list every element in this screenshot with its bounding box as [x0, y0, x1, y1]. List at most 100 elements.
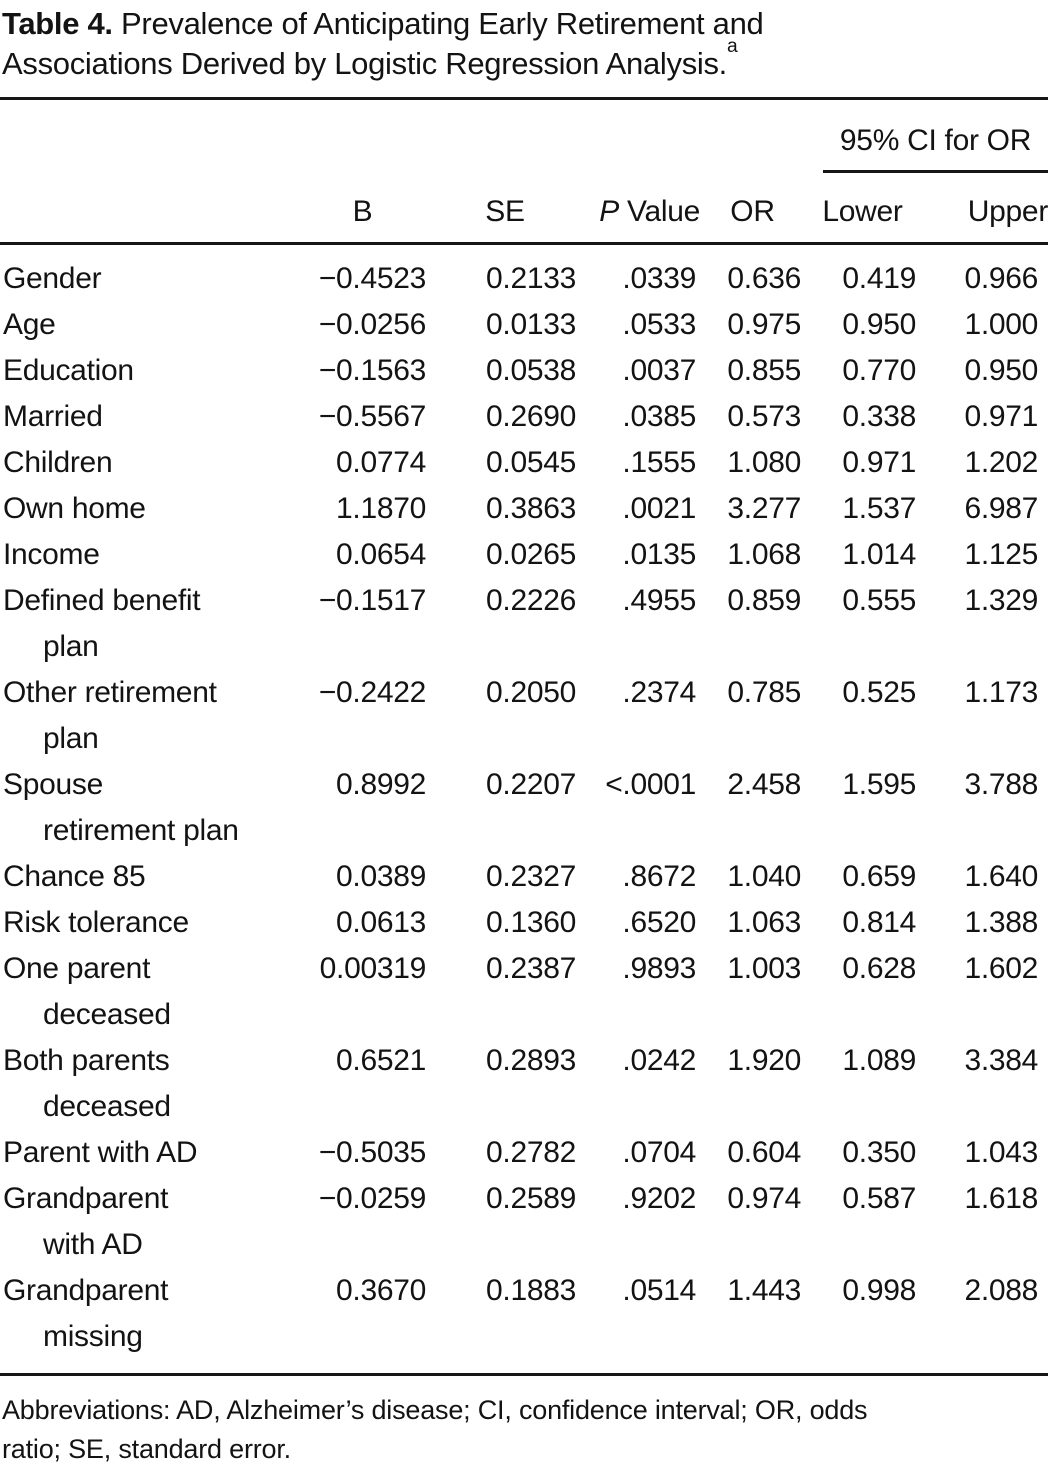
- footnotes: Abbreviations: AD, Alzheimer’s disease; …: [2, 1391, 1048, 1467]
- p-value-header-italic-p: P: [599, 195, 619, 228]
- table-row: Parent with AD −0.5035 0.2782 .0704 0.60…: [0, 1130, 1048, 1176]
- cell-ci-upper: 6.987: [964, 492, 1039, 525]
- cell-b: −0.0256: [318, 308, 426, 341]
- row-label: Grandparent with AD: [3, 1182, 169, 1261]
- cell-ci-upper: 0.971: [964, 400, 1039, 433]
- table-row: Age −0.0256 0.0133 .0533 0.975 0.950 1.0…: [0, 302, 1048, 348]
- table-row: Children 0.0774 0.0545 .1555 1.080 0.971…: [0, 440, 1048, 486]
- cell-ci-lower: 0.419: [842, 262, 916, 295]
- cell-se: 0.0133: [486, 308, 576, 341]
- table-row: Grandparent with AD −0.0259 0.2589 .9202…: [0, 1176, 1048, 1268]
- cell-ci-upper: 1.618: [964, 1182, 1039, 1215]
- cell-or: 1.080: [727, 446, 801, 479]
- cell-p-value: .9893: [622, 952, 696, 985]
- cell-ci-lower: 0.770: [842, 354, 916, 387]
- row-label: One parent deceased: [3, 952, 171, 1031]
- cell-ci-upper: 1.173: [964, 676, 1039, 709]
- cell-p-value: .0533: [622, 308, 696, 341]
- row-label: Both parents deceased: [3, 1044, 171, 1123]
- cell-ci-lower: 0.998: [842, 1274, 916, 1307]
- row-label: Gender: [3, 262, 102, 295]
- cell-se: 0.3863: [486, 492, 576, 525]
- cell-ci-upper: 2.088: [964, 1274, 1039, 1307]
- table-body: Gender −0.4523 0.2133 .0339 0.636 0.419 …: [0, 244, 1048, 1375]
- column-header-p-value: P Value: [580, 173, 700, 245]
- column-header-se: SE: [430, 173, 580, 245]
- ci-group-header-cell: 95% CI for OR: [805, 99, 1048, 173]
- cell-p-value: .8672: [622, 860, 696, 893]
- cell-ci-upper: 1.043: [964, 1136, 1039, 1169]
- cell-p-value: .0021: [622, 492, 696, 525]
- chi-exponent: 2: [138, 1464, 147, 1467]
- column-header-row: B SE P Value OR Lower Upper: [0, 173, 1048, 245]
- cell-ci-upper: 1.202: [964, 446, 1039, 479]
- cell-b: 0.3670: [336, 1274, 426, 1307]
- title-footnote-marker: a: [727, 36, 738, 58]
- cell-ci-upper: 0.950: [964, 354, 1039, 387]
- table-row: Risk tolerance 0.0613 0.1360 .6520 1.063…: [0, 900, 1048, 946]
- row-label: Age: [3, 308, 56, 341]
- cell-or: 0.785: [727, 676, 801, 709]
- cell-p-value: .0385: [622, 400, 696, 433]
- cell-p-value: .0339: [622, 262, 696, 295]
- cell-ci-upper: 1.329: [964, 584, 1039, 617]
- table-row: Income 0.0654 0.0265 .0135 1.068 1.014 1…: [0, 532, 1048, 578]
- table-row: Education −0.1563 0.0538 .0037 0.855 0.7…: [0, 348, 1048, 394]
- cell-p-value: .0037: [622, 354, 696, 387]
- cell-se: 0.2226: [486, 584, 576, 617]
- cell-b: −0.5567: [318, 400, 426, 433]
- cell-b: 1.1870: [336, 492, 426, 525]
- table-row: Defined benefit plan −0.1517 0.2226 .495…: [0, 578, 1048, 670]
- row-label: Defined benefit plan: [3, 584, 201, 663]
- cell-b: −0.5035: [318, 1136, 426, 1169]
- table-row: Both parents deceased 0.6521 0.2893 .024…: [0, 1038, 1048, 1130]
- cell-b: 0.0389: [336, 860, 426, 893]
- cell-p-value: .2374: [622, 676, 696, 709]
- cell-ci-lower: 0.587: [842, 1182, 916, 1215]
- cell-se: 0.0538: [486, 354, 576, 387]
- cell-ci-lower: 0.628: [842, 952, 916, 985]
- cell-p-value: .0242: [622, 1044, 696, 1077]
- cell-p-value: .4955: [622, 584, 696, 617]
- table-row: Spouse retirement plan 0.8992 0.2207 <.0…: [0, 762, 1048, 854]
- column-header-b: B: [295, 173, 430, 245]
- cell-b: 0.6521: [336, 1044, 426, 1077]
- cell-b: 0.00319: [319, 952, 427, 985]
- column-header-or: OR: [700, 173, 805, 245]
- cell-p-value: .9202: [622, 1182, 696, 1215]
- cell-or: 1.920: [727, 1044, 801, 1077]
- cell-ci-lower: 0.659: [842, 860, 916, 893]
- cell-b: −0.0259: [318, 1182, 426, 1215]
- row-label: Education: [3, 354, 134, 387]
- cell-se: 0.2387: [486, 952, 576, 985]
- cell-or: 0.974: [727, 1182, 801, 1215]
- cell-ci-upper: 3.788: [964, 768, 1039, 801]
- footnote-abbreviations: Abbreviations: AD, Alzheimer’s disease; …: [2, 1395, 868, 1464]
- cell-ci-lower: 0.555: [842, 584, 916, 617]
- cell-b: −0.2422: [318, 676, 426, 709]
- row-label: Other retirement plan: [3, 676, 217, 755]
- row-label: Spouse retirement plan: [3, 768, 239, 847]
- table-row: Chance 85 0.0389 0.2327 .8672 1.040 0.65…: [0, 854, 1048, 900]
- cell-se: 0.2133: [486, 262, 576, 295]
- table-row: Gender −0.4523 0.2133 .0339 0.636 0.419 …: [0, 244, 1048, 303]
- row-label: Chance 85: [3, 860, 146, 893]
- table-title-text: Prevalence of Anticipating Early Retirem…: [2, 6, 764, 81]
- cell-or: 3.277: [727, 492, 801, 525]
- cell-se: 0.2207: [486, 768, 576, 801]
- cell-se: 0.2050: [486, 676, 576, 709]
- cell-ci-lower: 0.950: [842, 308, 916, 341]
- logistic-regression-table: 95% CI for OR B SE P Value OR Lower Uppe…: [0, 97, 1048, 1376]
- cell-ci-lower: 0.971: [842, 446, 916, 479]
- cell-ci-upper: 1.125: [964, 538, 1039, 571]
- column-header-lower: Lower: [805, 173, 920, 245]
- cell-or: 1.063: [727, 906, 801, 939]
- cell-or: 1.003: [727, 952, 801, 985]
- cell-ci-lower: 1.537: [842, 492, 916, 525]
- table-number-label: Table 4.: [2, 6, 113, 41]
- cell-se: 0.0265: [486, 538, 576, 571]
- table-head: 95% CI for OR B SE P Value OR Lower Uppe…: [0, 99, 1048, 245]
- p-value-header-rest: Value: [618, 195, 700, 228]
- row-label: Income: [3, 538, 100, 571]
